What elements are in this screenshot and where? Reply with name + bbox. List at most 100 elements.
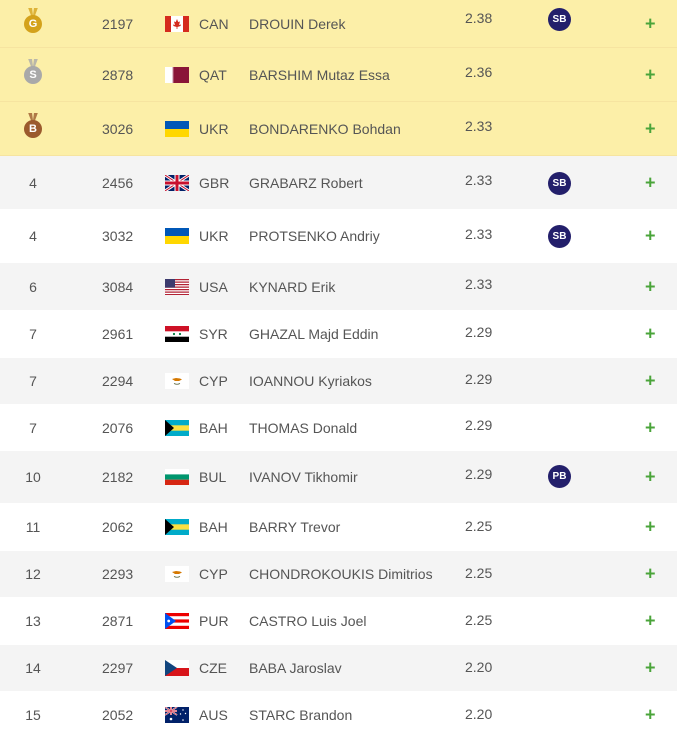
athlete-name[interactable]: CHONDROKOUKIS Dimitrios	[249, 566, 433, 582]
athlete-name[interactable]: KYNARD Erik	[249, 278, 336, 295]
country-code: UKR	[199, 228, 229, 244]
country-code: CYP	[199, 373, 228, 389]
result-mark: 2.29	[465, 417, 493, 433]
bib-number: 2294	[102, 373, 134, 389]
bronze-medal-icon: B	[24, 119, 42, 138]
bahamas-flag	[165, 519, 189, 535]
qatar-flag	[165, 66, 189, 83]
bib-number: 3084	[102, 278, 134, 295]
country-code: UKR	[199, 120, 229, 137]
athlete-name[interactable]: GHAZAL Majd Eddin	[249, 326, 379, 342]
result-mark: 2.33	[465, 226, 493, 242]
bib-number: 2062	[102, 519, 134, 535]
expand-plus-icon[interactable]: +	[645, 610, 656, 631]
expand-plus-icon[interactable]: +	[645, 657, 656, 678]
bib-number: 2871	[102, 613, 134, 629]
country-code: USA	[199, 278, 228, 295]
athlete-name[interactable]: GRABARZ Robert	[249, 174, 363, 191]
athlete-name[interactable]: CASTRO Luis Joel	[249, 613, 367, 629]
result-row: S 2878 QAT BARSHIM Mutaz Essa 2.36 +	[0, 48, 677, 102]
athlete-name[interactable]: STARC Brandon	[249, 707, 353, 723]
expand-plus-icon[interactable]: +	[645, 276, 656, 296]
result-row: B 3026 UKR BONDARENKO Bohdan 2.33 +	[0, 102, 677, 156]
silver-medal-icon: S	[24, 65, 42, 84]
athlete-name[interactable]: IOANNOU Kyriakos	[249, 373, 372, 389]
result-mark: 2.25	[465, 612, 493, 628]
expand-plus-icon[interactable]: +	[645, 516, 656, 537]
result-mark: 2.33	[465, 172, 493, 188]
result-row: 12 2293 CYP CHONDROKOUKIS Dimitrios 2.25…	[0, 551, 677, 598]
expand-plus-icon[interactable]: +	[645, 13, 656, 33]
country-code: BAH	[199, 419, 228, 436]
canada-flag	[165, 15, 189, 32]
athlete-name[interactable]: DROUIN Derek	[249, 15, 346, 32]
bib-number: 2456	[102, 174, 134, 191]
expand-plus-icon[interactable]: +	[645, 704, 656, 725]
cyprus-flag	[165, 373, 189, 389]
athlete-name[interactable]: PROTSENKO Andriy	[249, 228, 380, 244]
bib-number: 2182	[102, 469, 134, 485]
result-row: 13 2871 PUR CASTRO Luis Joel 2.25 +	[0, 598, 677, 645]
country-code: QAT	[199, 66, 227, 83]
athlete-name[interactable]: THOMAS Donald	[249, 419, 358, 436]
australia-flag	[164, 706, 189, 723]
expand-plus-icon[interactable]: +	[645, 563, 656, 584]
athlete-name[interactable]: IVANOV Tikhomir	[249, 469, 358, 485]
result-mark: 2.36	[465, 64, 493, 80]
result-row: 15 2052 AUS STARC Brandon 2.20 +	[0, 692, 677, 739]
result-row: 6 3084 USA KYNARD Erik 2.33 +	[0, 263, 677, 311]
record-badge: SB	[548, 225, 571, 248]
record-badge: SB	[548, 172, 571, 195]
country-code: PUR	[199, 613, 229, 629]
result-mark: 2.33	[465, 118, 493, 134]
result-mark: 2.29	[465, 466, 493, 482]
country-code: AUS	[199, 707, 228, 723]
expand-plus-icon[interactable]: +	[645, 370, 656, 391]
ukraine-flag	[165, 228, 189, 244]
bib-number: 2878	[102, 66, 134, 83]
uk-flag	[164, 173, 190, 192]
result-mark: 2.29	[465, 371, 493, 387]
result-mark: 2.20	[465, 706, 493, 722]
result-row: 10 2182 BUL IVANOV Tikhomir 2.29 PB +	[0, 451, 677, 504]
country-code: SYR	[199, 326, 228, 342]
expand-plus-icon[interactable]: +	[645, 466, 656, 487]
syria-flag	[165, 326, 189, 342]
country-code: CZE	[199, 660, 227, 676]
bib-number: 2961	[102, 326, 134, 342]
record-badge: PB	[548, 465, 571, 488]
athlete-name[interactable]: BONDARENKO Bohdan	[249, 120, 401, 137]
expand-plus-icon[interactable]: +	[645, 172, 656, 192]
athlete-name[interactable]: BARSHIM Mutaz Essa	[249, 66, 390, 83]
bib-number: 2052	[102, 707, 134, 723]
country-code: CAN	[199, 15, 229, 32]
result-row: 4 2456 GBR GRABARZ Robert 2.33 SB +	[0, 156, 677, 210]
bib-number: 2076	[102, 419, 134, 436]
country-code: BUL	[199, 469, 227, 485]
czech-flag	[165, 660, 189, 676]
result-mark: 2.25	[465, 518, 493, 534]
ukraine-flag	[165, 120, 189, 137]
expand-plus-icon[interactable]: +	[645, 118, 656, 138]
result-mark: 2.29	[465, 324, 493, 340]
result-mark: 2.33	[465, 276, 493, 292]
result-row: 11 2062 BAH BARRY Trevor 2.25 +	[0, 504, 677, 551]
result-mark: 2.20	[465, 659, 493, 675]
usa-flag	[165, 278, 189, 295]
record-badge: SB	[548, 8, 571, 31]
country-code: BAH	[199, 519, 228, 535]
expand-plus-icon[interactable]: +	[645, 417, 656, 437]
athlete-name[interactable]: BARRY Trevor	[249, 519, 341, 535]
puerto-rico-flag	[165, 613, 189, 629]
expand-plus-icon[interactable]: +	[645, 64, 656, 84]
expand-plus-icon[interactable]: +	[645, 323, 656, 344]
expand-plus-icon[interactable]: +	[645, 225, 656, 246]
bib-number: 2297	[102, 660, 134, 676]
country-code: GBR	[199, 174, 230, 191]
bib-number: 2293	[102, 566, 134, 582]
result-row: 7 2294 CYP IOANNOU Kyriakos 2.29 +	[0, 358, 677, 405]
bib-number: 2197	[102, 15, 134, 32]
athlete-name[interactable]: BABA Jaroslav	[249, 660, 342, 676]
bulgaria-flag	[165, 469, 189, 485]
